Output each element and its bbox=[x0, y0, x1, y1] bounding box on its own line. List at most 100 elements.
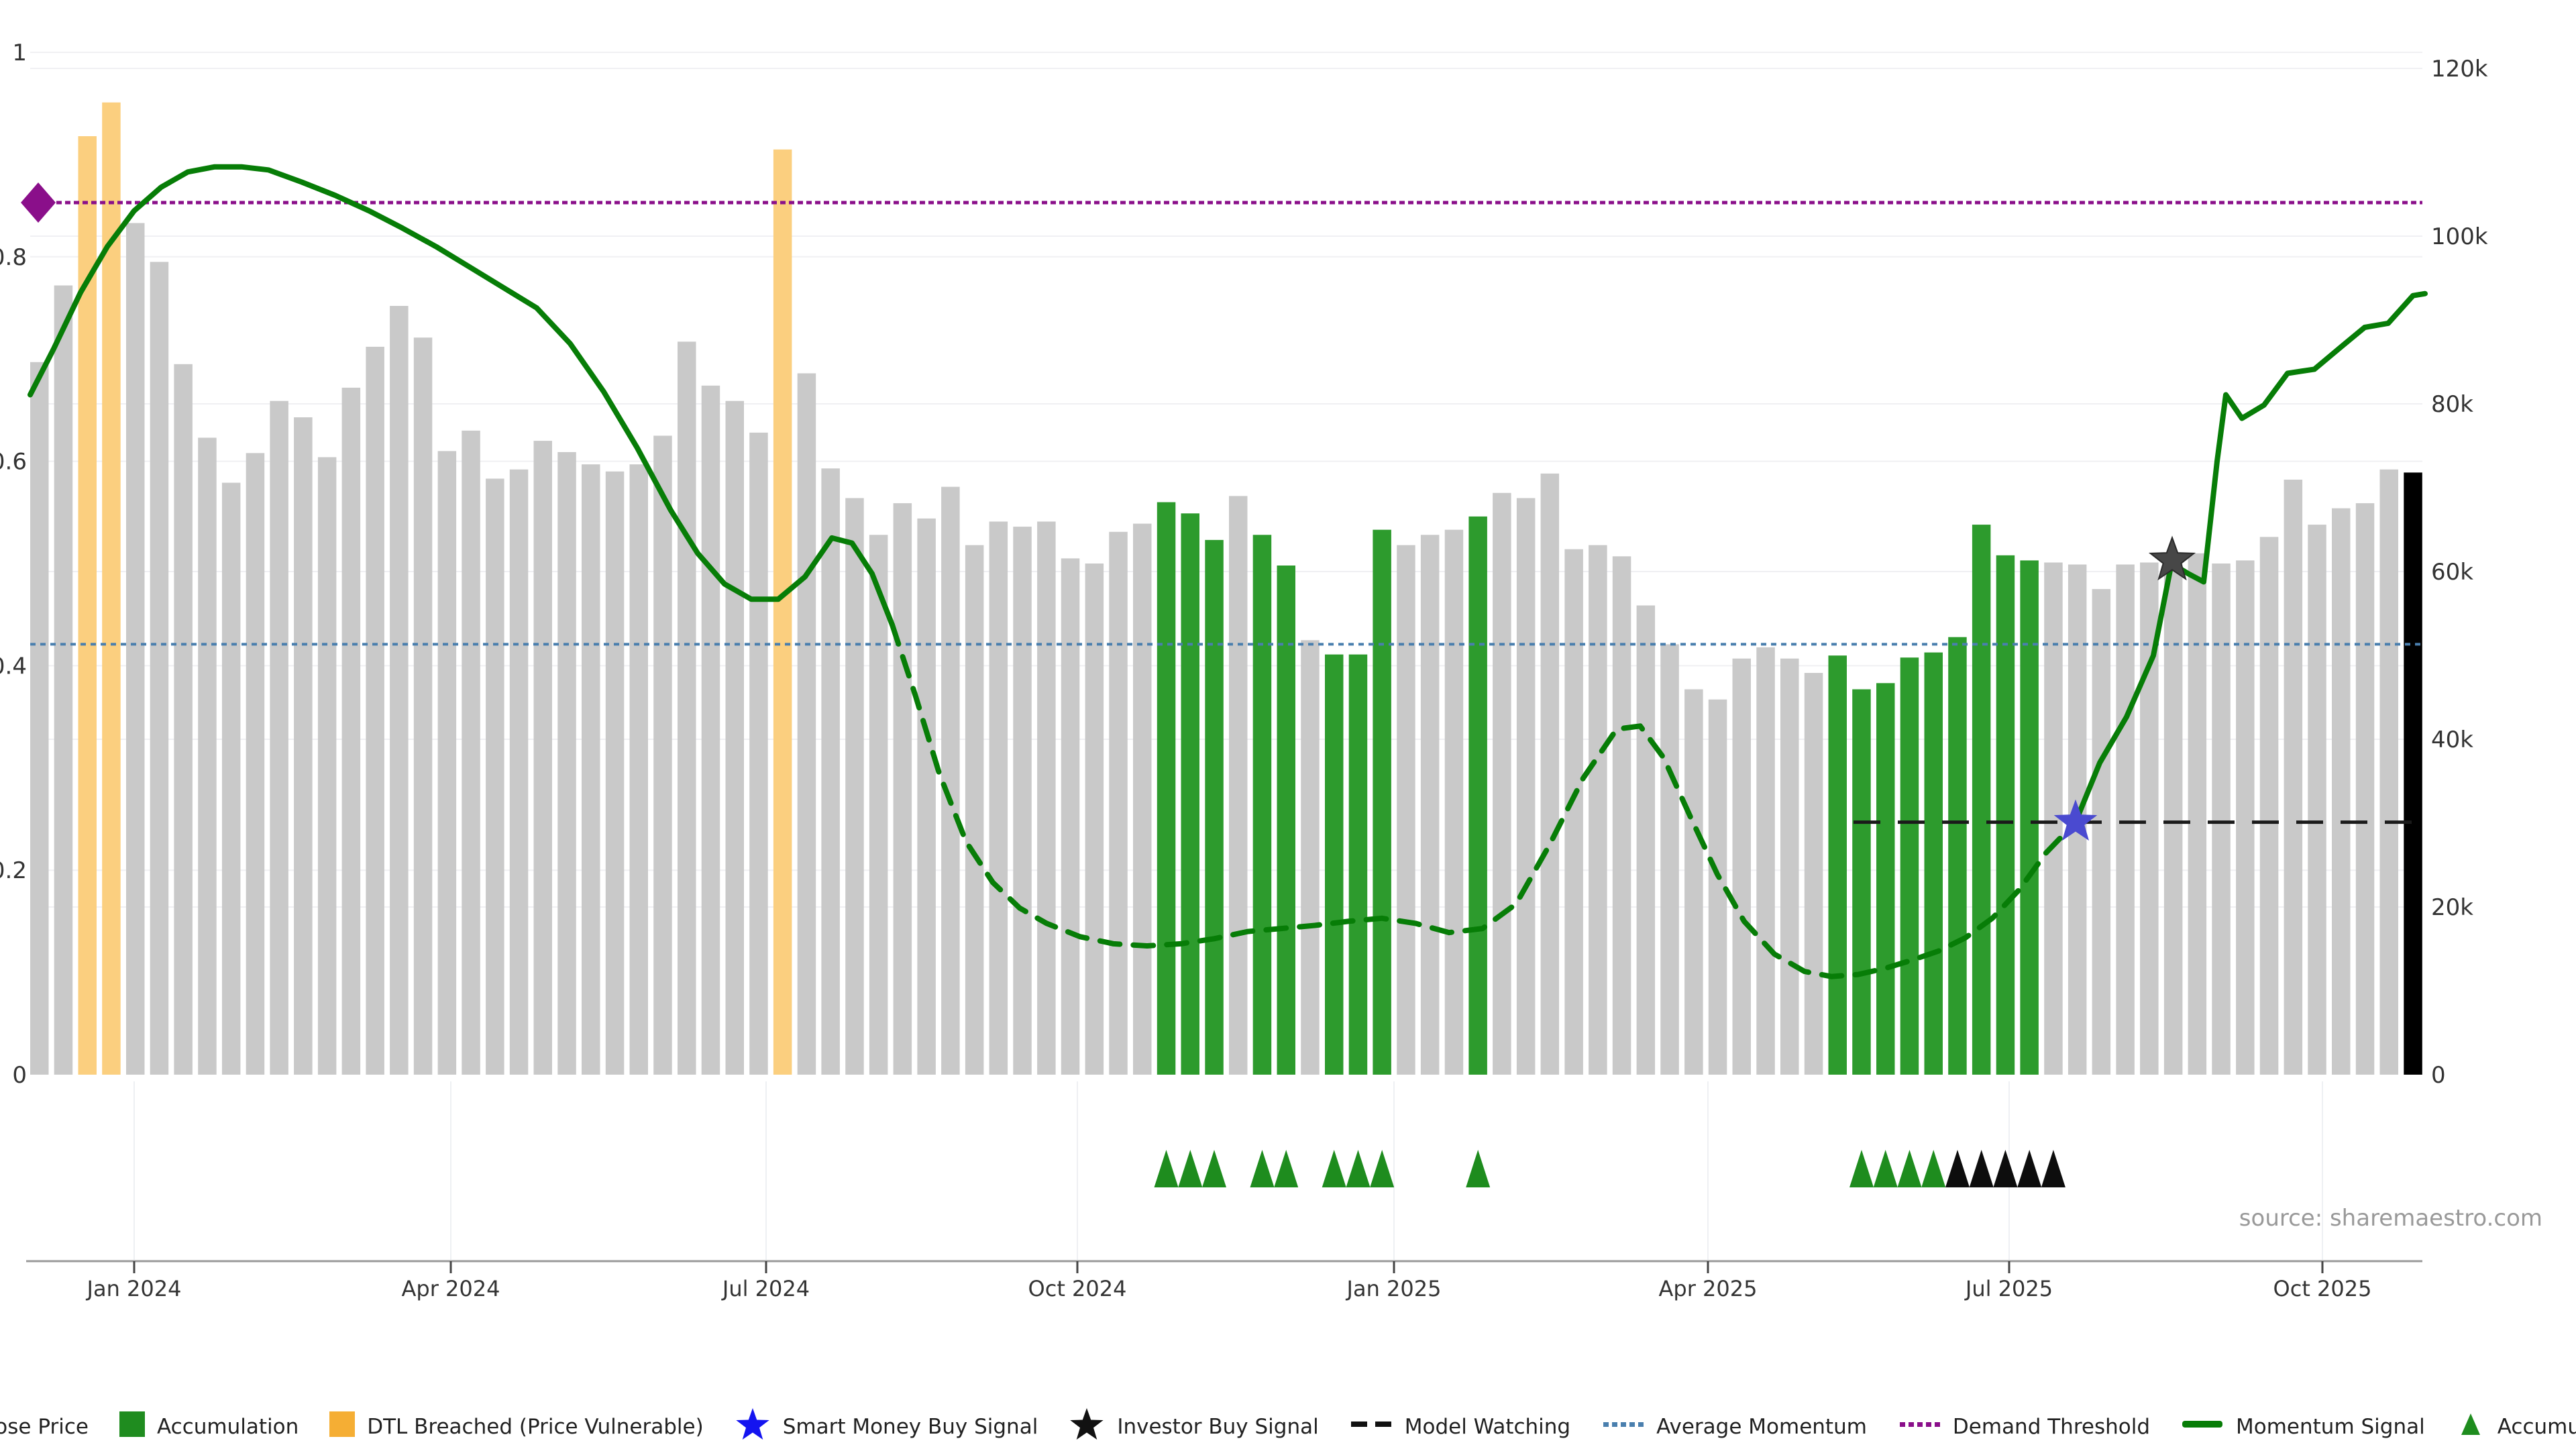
close-price-bar[interactable] bbox=[341, 387, 361, 1075]
close-price-bar[interactable] bbox=[797, 373, 816, 1075]
close-price-bar[interactable] bbox=[270, 400, 288, 1075]
legend-item-green-triangle[interactable]: Accumulation bbox=[2456, 1409, 2576, 1444]
close-price-bar[interactable] bbox=[2332, 508, 2351, 1075]
legend-item-purple-dotted[interactable]: Demand Threshold bbox=[1898, 1411, 2150, 1443]
close-price-bar[interactable] bbox=[1660, 644, 1679, 1075]
accumulation-bar[interactable] bbox=[1373, 529, 1391, 1075]
accumulation-bar[interactable] bbox=[1948, 637, 1967, 1075]
close-price-bar[interactable] bbox=[965, 545, 984, 1075]
close-price-bar[interactable] bbox=[1612, 556, 1631, 1075]
close-price-bar[interactable] bbox=[2355, 503, 2375, 1075]
close-price-bar[interactable] bbox=[1804, 673, 1823, 1075]
close-price-bar[interactable] bbox=[198, 437, 217, 1075]
accumulation-bar[interactable] bbox=[1900, 657, 1919, 1075]
close-price-bar[interactable] bbox=[126, 223, 145, 1075]
close-price-bar[interactable] bbox=[246, 453, 265, 1075]
close-price-bar[interactable] bbox=[2188, 553, 2207, 1075]
close-price-bar[interactable] bbox=[725, 400, 745, 1075]
close-price-bar[interactable] bbox=[557, 451, 576, 1075]
accumulation-bar[interactable] bbox=[1205, 539, 1224, 1075]
accumulation-bar[interactable] bbox=[1972, 525, 1991, 1075]
close-price-bar[interactable] bbox=[1636, 605, 1656, 1075]
close-price-bar[interactable] bbox=[1229, 496, 1248, 1075]
close-price-bar[interactable] bbox=[678, 341, 696, 1075]
close-price-bar[interactable] bbox=[509, 469, 529, 1075]
legend-item-orange-square[interactable]: DTL Breached (Price Vulnerable) bbox=[329, 1411, 704, 1442]
accumulation-bar[interactable] bbox=[1852, 689, 1871, 1075]
legend-item-blue-star[interactable]: Smart Money Buy Signal bbox=[735, 1406, 1038, 1448]
close-price-bar[interactable] bbox=[366, 346, 384, 1075]
dtl-breached-bar[interactable] bbox=[773, 149, 792, 1075]
close-price-bar[interactable] bbox=[941, 486, 960, 1075]
close-price-bar[interactable] bbox=[317, 457, 337, 1075]
accumulation-bar[interactable] bbox=[1252, 535, 1272, 1075]
close-price-bar[interactable] bbox=[1516, 498, 1536, 1075]
close-price-bar[interactable] bbox=[174, 364, 193, 1075]
close-price-bar[interactable] bbox=[1756, 647, 1775, 1075]
close-price-bar[interactable] bbox=[653, 435, 672, 1075]
close-price-bar[interactable] bbox=[845, 498, 864, 1075]
accumulation-bar[interactable] bbox=[1828, 655, 1847, 1075]
accumulation-bar[interactable] bbox=[1924, 652, 1943, 1075]
close-price-bar[interactable] bbox=[54, 285, 73, 1075]
accumulation-bar[interactable] bbox=[1876, 683, 1895, 1075]
close-price-bar[interactable] bbox=[1540, 473, 1560, 1075]
accumulation-bar[interactable] bbox=[1325, 654, 1344, 1075]
close-price-bar[interactable] bbox=[30, 362, 49, 1075]
close-price-bar[interactable] bbox=[1420, 535, 1440, 1075]
close-price-bar[interactable] bbox=[629, 464, 649, 1075]
close-price-bar[interactable] bbox=[1061, 558, 1080, 1075]
close-price-bar[interactable] bbox=[2308, 525, 2326, 1075]
close-price-bar[interactable] bbox=[701, 385, 720, 1075]
investor-buy-signal-star-icon[interactable] bbox=[2148, 535, 2196, 581]
close-price-bar[interactable] bbox=[150, 262, 169, 1075]
smart-money-buy-signal-star-icon[interactable] bbox=[2053, 799, 2098, 841]
close-price-bar[interactable] bbox=[821, 468, 840, 1075]
close-price-bar[interactable] bbox=[390, 306, 409, 1075]
close-price-bar[interactable] bbox=[1037, 521, 1056, 1075]
legend-item-green-line[interactable]: Momentum Signal bbox=[2181, 1411, 2425, 1443]
close-price-bar[interactable] bbox=[2092, 589, 2111, 1075]
close-price-bar[interactable] bbox=[1109, 531, 1128, 1075]
close-price-bar[interactable] bbox=[486, 478, 504, 1075]
momentum-signal-line[interactable] bbox=[2073, 290, 2428, 825]
close-price-bar[interactable] bbox=[413, 337, 433, 1075]
close-price-bar[interactable] bbox=[437, 451, 457, 1075]
close-price-bar[interactable] bbox=[605, 471, 625, 1075]
close-price-bar[interactable] bbox=[2116, 564, 2135, 1075]
close-price-bar[interactable] bbox=[917, 518, 936, 1075]
close-price-bar[interactable] bbox=[1301, 640, 1320, 1075]
close-price-bar[interactable] bbox=[749, 432, 768, 1075]
close-price-bar[interactable] bbox=[294, 417, 313, 1075]
dtl-breached-bar[interactable] bbox=[102, 102, 121, 1075]
close-price-bar[interactable] bbox=[1780, 658, 1799, 1075]
accumulation-bar[interactable] bbox=[1996, 555, 2015, 1075]
legend-item-black-dash[interactable]: Model Watching bbox=[1350, 1411, 1570, 1443]
close-price-bar[interactable] bbox=[221, 482, 241, 1075]
accumulation-bar[interactable] bbox=[1157, 502, 1176, 1075]
close-price-bar[interactable] bbox=[2379, 469, 2399, 1075]
close-price-bar[interactable] bbox=[1589, 545, 1607, 1075]
close-price-bar[interactable] bbox=[1732, 658, 1752, 1075]
close-price-bar[interactable] bbox=[869, 535, 888, 1075]
accumulation-bar[interactable] bbox=[2020, 560, 2039, 1075]
close-price-bar[interactable] bbox=[462, 430, 480, 1075]
close-price-bar[interactable] bbox=[1397, 545, 1415, 1075]
accumulation-bar[interactable] bbox=[1277, 566, 1296, 1075]
momentum-signal-line[interactable] bbox=[28, 164, 895, 628]
close-price-bar[interactable] bbox=[1133, 523, 1152, 1075]
close-price-bar[interactable] bbox=[1684, 689, 1703, 1075]
accumulation-bar[interactable] bbox=[1348, 654, 1368, 1075]
close-price-bar[interactable] bbox=[1444, 529, 1464, 1075]
legend-item-blue-dotted[interactable]: Average Momentum bbox=[1601, 1411, 1867, 1443]
close-price-bar[interactable] bbox=[1564, 549, 1583, 1075]
close-price-bar[interactable] bbox=[2284, 480, 2303, 1075]
close-price-bar[interactable] bbox=[533, 441, 553, 1075]
legend-item-black-star[interactable]: Investor Buy Signal bbox=[1069, 1406, 1319, 1448]
close-price-bar[interactable] bbox=[2259, 537, 2279, 1075]
accumulation-bar[interactable] bbox=[1181, 513, 1200, 1075]
legend-item-gray-square[interactable]: Close Price bbox=[0, 1411, 89, 1442]
close-price-bar[interactable] bbox=[893, 503, 912, 1075]
close-price-bar[interactable] bbox=[989, 521, 1008, 1075]
